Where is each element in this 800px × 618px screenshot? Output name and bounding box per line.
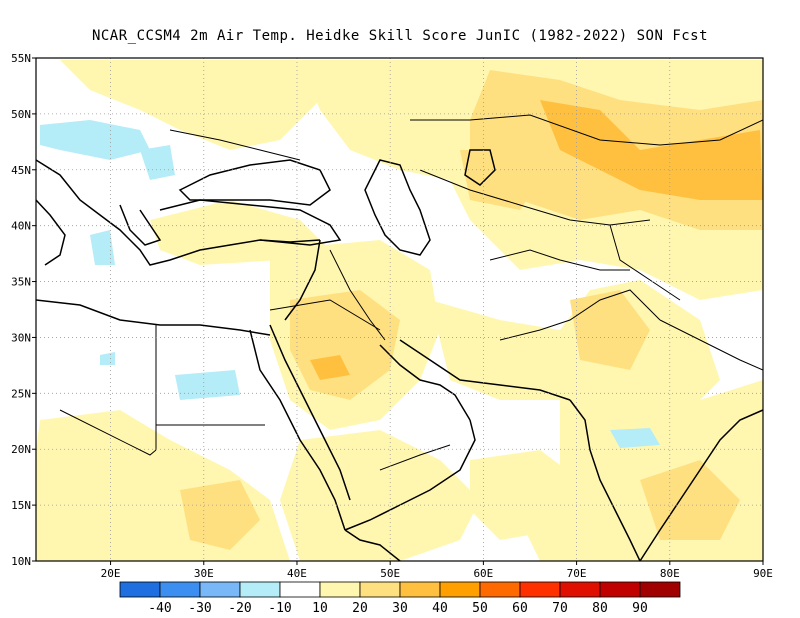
skill-area-hindukush bbox=[570, 290, 650, 370]
map-title: NCAR_CCSM4 2m Air Temp. Heidke Skill Sco… bbox=[91, 28, 709, 44]
skill-area-india-east bbox=[640, 460, 740, 540]
lon-tick-label: 30E bbox=[194, 567, 214, 580]
colorbar-label: 40 bbox=[432, 601, 448, 616]
lon-tick-label: 20E bbox=[101, 567, 121, 580]
colorbar-label: 60 bbox=[512, 601, 528, 616]
field-layer bbox=[36, 58, 763, 561]
colorbar-label: 90 bbox=[632, 601, 648, 616]
colorbar-label: -40 bbox=[148, 601, 171, 616]
border-kazakh-south bbox=[419, 169, 651, 226]
border-india-china bbox=[659, 319, 763, 371]
border-pakistan bbox=[499, 289, 661, 341]
india-west bbox=[569, 399, 641, 561]
border-iran-iraq bbox=[329, 249, 386, 341]
italy bbox=[36, 199, 66, 266]
india-east bbox=[639, 409, 763, 561]
skill-area-arabian-sea bbox=[470, 450, 580, 540]
skill-area-libya-cool bbox=[175, 370, 240, 400]
colorbar-swatch bbox=[319, 581, 361, 598]
skill-area-aegean-cool bbox=[100, 352, 115, 365]
lat-tick-label: 35N bbox=[11, 276, 31, 289]
lat-tick-label: 30N bbox=[11, 331, 31, 344]
skill-area-iraq-core bbox=[310, 355, 350, 380]
skill-area-kazakh-east-core bbox=[650, 150, 740, 190]
lat-tick-label: 15N bbox=[11, 499, 31, 512]
lat-tick-label: 20N bbox=[11, 443, 31, 456]
colorbar-swatch bbox=[199, 581, 241, 598]
turkey bbox=[159, 199, 342, 246]
levant-coast bbox=[284, 239, 321, 321]
colorbar: -40 -30 -20 -10 10 20 30 40 50 60 70 80 90 bbox=[119, 581, 681, 616]
colorbar-label: -20 bbox=[228, 601, 251, 616]
skill-area-india-cool bbox=[610, 428, 660, 448]
horn-africa bbox=[344, 529, 401, 561]
skill-area-africa-horn bbox=[180, 480, 260, 550]
border-yemen-oman bbox=[379, 444, 451, 471]
axis-ticks: 20E 30E 40E 50E 60E 70E 80E 90E 10N 15N 20N 25N 30N 3… bbox=[11, 52, 773, 580]
lon-tick-label: 80E bbox=[660, 567, 680, 580]
red-sea-east bbox=[269, 324, 351, 501]
lon-tick-label: 70E bbox=[567, 567, 587, 580]
border-russia-kazakh bbox=[410, 114, 763, 146]
red-sea-west bbox=[249, 329, 346, 531]
skill-area-med-cool bbox=[90, 230, 115, 265]
colorbar-label: 30 bbox=[392, 601, 408, 616]
arabia-south bbox=[344, 419, 476, 531]
lon-tick-label: 60E bbox=[473, 567, 493, 580]
colorbar-label: 70 bbox=[552, 601, 568, 616]
colorbar-swatch bbox=[599, 581, 641, 598]
skill-area-arabia-south bbox=[280, 430, 480, 561]
lat-tick-label: 55N bbox=[11, 52, 31, 65]
skill-area-europe-north bbox=[60, 60, 320, 150]
colorbar-swatch bbox=[359, 581, 401, 598]
colorbar-swatch bbox=[239, 581, 281, 598]
skill-area-caspian-north bbox=[300, 60, 480, 180]
border-libya-chad bbox=[59, 409, 157, 456]
colorbar-swatch bbox=[559, 581, 601, 598]
border-china-west bbox=[609, 224, 681, 301]
aral bbox=[464, 149, 496, 186]
persian-gulf bbox=[379, 344, 471, 421]
colorbar-label: 80 bbox=[592, 601, 608, 616]
africa-med-coast bbox=[36, 299, 271, 336]
lat-tick-label: 10N bbox=[11, 555, 31, 568]
lat-tick-label: 50N bbox=[11, 108, 31, 121]
colorbar-swatch bbox=[519, 581, 561, 598]
lon-tick-label: 90E bbox=[753, 567, 773, 580]
lat-tick-label: 25N bbox=[11, 387, 31, 400]
borders bbox=[59, 114, 763, 471]
colorbar-label: 20 bbox=[352, 601, 368, 616]
lat-tick-label: 45N bbox=[11, 164, 31, 177]
lon-tick-label: 40E bbox=[287, 567, 307, 580]
caspian bbox=[364, 159, 431, 256]
iran-coast bbox=[399, 339, 571, 401]
colorbar-swatch bbox=[479, 581, 521, 598]
black-sea bbox=[178, 159, 331, 206]
colorbar-swatch bbox=[639, 581, 681, 598]
colorbar-label: 50 bbox=[472, 601, 488, 616]
colorbar-swatch bbox=[279, 581, 321, 598]
skill-area-kazakh-west bbox=[460, 150, 540, 210]
colorbar-label: 10 bbox=[312, 601, 328, 616]
colorbar-label: -10 bbox=[268, 601, 291, 616]
colorbar-swatch bbox=[399, 581, 441, 598]
skill-area-carpathian-cool bbox=[140, 145, 175, 180]
lat-tick-label: 40N bbox=[11, 220, 31, 233]
colorbar-label: -30 bbox=[188, 601, 211, 616]
border-afghanistan bbox=[489, 249, 630, 271]
colorbar-swatch bbox=[119, 581, 161, 598]
colorbar-swatch bbox=[439, 581, 481, 598]
border-ukraine bbox=[169, 129, 301, 161]
lon-tick-label: 50E bbox=[380, 567, 400, 580]
border-saudi-iraq bbox=[269, 299, 381, 331]
map-frame bbox=[35, 57, 764, 562]
skill-area-balkan-cool bbox=[40, 120, 150, 160]
colorbar-swatch bbox=[159, 581, 201, 598]
